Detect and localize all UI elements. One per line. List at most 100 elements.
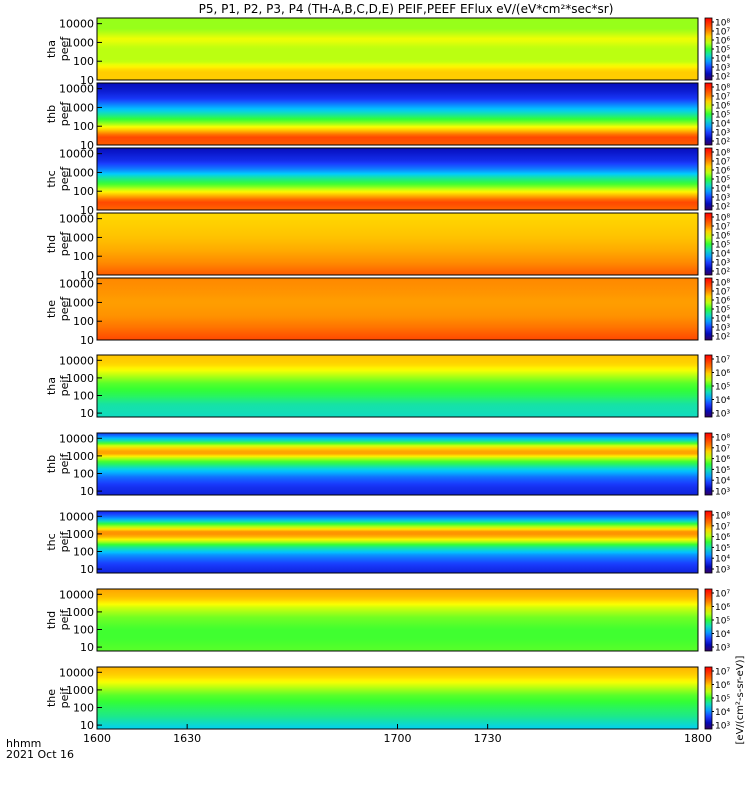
colorbar-tick-label: 10⁸ xyxy=(715,279,730,289)
colorbar xyxy=(704,277,713,341)
y-axis-label: thd xyxy=(45,235,58,253)
colorbar-tick-label: 10³ xyxy=(715,259,730,269)
spectrogram-image xyxy=(97,213,698,275)
y-axis-label: peif xyxy=(58,453,71,475)
colorbar-tick-label: 10⁸ xyxy=(715,149,730,159)
colorbar-tick-label: 10⁵ xyxy=(715,383,730,393)
colorbar-tick-label: 10⁵ xyxy=(715,46,730,56)
y-tick-label: 100 xyxy=(73,120,94,133)
y-tick-label: 10000 xyxy=(59,510,94,523)
y-tick-label: 10000 xyxy=(59,148,94,161)
colorbar-tick-label: 10⁴ xyxy=(715,708,730,718)
colorbar xyxy=(704,147,713,211)
colorbar-tick-label: 10² xyxy=(715,138,730,148)
colorbar-tick-label: 10⁸ xyxy=(715,214,730,224)
x-axis-format-label: hhmm xyxy=(6,737,41,750)
y-axis-label: peef xyxy=(58,296,71,322)
colorbar-tick-label: 10³ xyxy=(715,129,730,139)
colorbar-tick-label: 10⁷ xyxy=(715,158,730,168)
colorbar-tick-label: 10⁶ xyxy=(715,232,730,242)
plot-frame xyxy=(96,277,699,341)
colorbar-tick-label: 10⁴ xyxy=(715,630,730,640)
colorbar-tick-label: 10⁶ xyxy=(715,102,730,112)
y-tick-label: 10000 xyxy=(59,18,94,31)
plot-frame xyxy=(96,354,699,418)
x-tick-label: 1700 xyxy=(384,732,412,745)
colorbar-tick-label: 10⁵ xyxy=(715,695,730,705)
colorbar xyxy=(704,432,713,496)
colorbar-tick-label: 10² xyxy=(715,73,730,83)
x-tick-label: 1600 xyxy=(83,732,111,745)
y-tick-label: 1000 xyxy=(66,231,94,244)
y-tick-label: 1000 xyxy=(66,684,94,697)
colorbar-tick-label: 10² xyxy=(715,333,730,343)
spectrogram-image xyxy=(97,667,698,729)
y-tick-label: 10 xyxy=(80,407,94,420)
x-tick-label: 1800 xyxy=(684,732,712,745)
y-tick-label: 1000 xyxy=(66,450,94,463)
y-tick-label: 10 xyxy=(80,204,94,217)
y-tick-label: 1000 xyxy=(66,101,94,114)
y-axis-label: peif xyxy=(58,531,71,553)
y-tick-label: 1000 xyxy=(66,372,94,385)
colorbar-tick-label: 10³ xyxy=(715,566,730,576)
colorbar-tick-label: 10⁸ xyxy=(715,434,730,444)
y-tick-label: 10 xyxy=(80,139,94,152)
y-axis-label: tha xyxy=(45,40,58,58)
colorbar-unit-label: [eV/(cm²-s-sr-eV)] xyxy=(735,655,746,744)
colorbar-tick-label: 10⁵ xyxy=(715,111,730,121)
colorbar-tick-label: 10⁷ xyxy=(715,590,730,600)
time-axis: hhmm 2021 Oct 16 1600 1630 1700 1730 1800 xyxy=(6,724,712,761)
colorbar-tick-label: 10⁸ xyxy=(715,19,730,29)
colorbar-tick-label: 10⁴ xyxy=(715,477,730,487)
y-tick-label: 10 xyxy=(80,269,94,282)
colorbar xyxy=(704,666,713,730)
figure-title: P5, P1, P2, P3, P4 (TH-A,B,C,D,E) PEIF,P… xyxy=(199,2,614,16)
colorbar-tick-label: 10⁷ xyxy=(715,668,730,678)
colorbar-tick-label: 10⁸ xyxy=(715,84,730,94)
spectrogram-image xyxy=(97,278,698,340)
colorbar-tick-label: 10³ xyxy=(715,488,730,498)
colorbar-tick-label: 10³ xyxy=(715,644,730,654)
y-tick-label: 1000 xyxy=(66,36,94,49)
plot-frame xyxy=(96,147,699,211)
y-axis-label: thc xyxy=(45,533,58,550)
colorbar-tick-label: 10⁸ xyxy=(715,512,730,522)
y-tick-label: 100 xyxy=(73,623,94,636)
plot-frame xyxy=(96,588,699,652)
y-axis-label: peef xyxy=(58,166,71,192)
y-tick-label: 100 xyxy=(73,55,94,68)
spectrogram-image xyxy=(97,18,698,80)
spectrogram-image xyxy=(97,355,698,417)
colorbar-tick-label: 10⁵ xyxy=(715,241,730,251)
plot-frame xyxy=(96,510,699,574)
colorbar-tick-label: 10⁴ xyxy=(715,120,730,130)
y-tick-label: 1000 xyxy=(66,528,94,541)
colorbar-tick-label: 10⁴ xyxy=(715,555,730,565)
y-tick-label: 10 xyxy=(80,334,94,347)
y-tick-label: 10000 xyxy=(59,666,94,679)
y-tick-label: 100 xyxy=(73,545,94,558)
x-tick-label: 1730 xyxy=(474,732,502,745)
y-tick-label: 10000 xyxy=(59,83,94,96)
spectrogram-image xyxy=(97,511,698,573)
y-tick-label: 10 xyxy=(80,719,94,732)
colorbar xyxy=(704,510,713,574)
spectrogram-image xyxy=(97,433,698,495)
colorbar-tick-label: 10⁶ xyxy=(715,369,730,379)
colorbar-tick-label: 10⁶ xyxy=(715,297,730,307)
colorbar-tick-label: 10⁷ xyxy=(715,93,730,103)
colorbar-tick-label: 10⁶ xyxy=(715,455,730,465)
colorbar-tick-label: 10⁵ xyxy=(715,617,730,627)
colorbar-tick-label: 10³ xyxy=(715,722,730,732)
y-axis-label: thb xyxy=(45,455,58,473)
y-axis-label: tha xyxy=(45,377,58,395)
y-tick-label: 10000 xyxy=(59,354,94,367)
